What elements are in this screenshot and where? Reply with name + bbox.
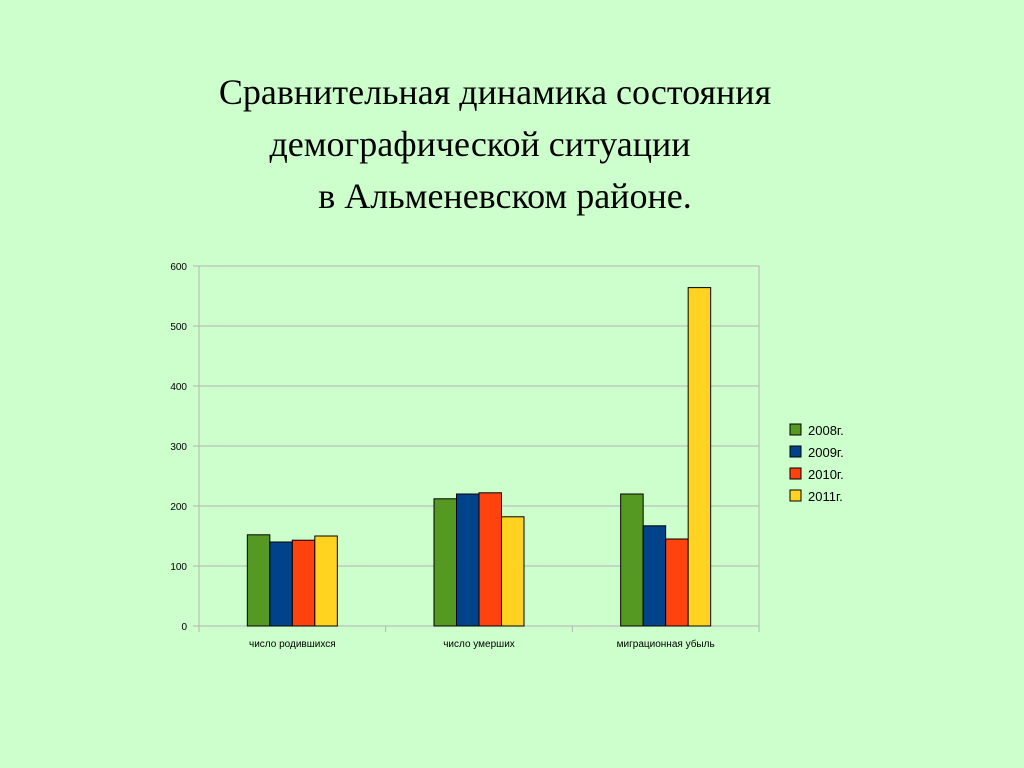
bar	[642, 525, 667, 627]
bar	[456, 493, 480, 627]
legend-swatch	[789, 445, 802, 458]
bar	[665, 538, 689, 627]
bar	[620, 493, 644, 627]
x-tick-label: число умерших	[443, 639, 515, 650]
y-tick-label: 200	[170, 502, 187, 513]
y-tick-label: 0	[181, 622, 187, 633]
y-tick-label: 600	[170, 262, 187, 273]
bar	[478, 492, 502, 627]
legend-label: 2011г.	[808, 489, 843, 504]
title-line-1: Сравнительная динамика состояния	[218, 72, 772, 112]
legend-swatch	[789, 489, 802, 502]
bar	[501, 516, 525, 627]
bar	[433, 498, 457, 627]
legend-label: 2008г.	[808, 423, 844, 438]
y-tick-label: 300	[170, 442, 187, 453]
bar	[291, 539, 316, 627]
legend-label: 2010г.	[808, 467, 844, 482]
slide-title: Сравнительная динамика состояния демогра…	[0, 66, 990, 222]
x-tick-label: миграционная убыль	[617, 638, 715, 650]
bar	[314, 535, 338, 627]
y-tick-label: 400	[170, 382, 187, 393]
title-line-3: в Альменевском районе.	[318, 176, 692, 216]
y-tick-label: 100	[170, 562, 187, 573]
legend-swatch	[789, 423, 802, 436]
bar	[246, 534, 271, 627]
legend-label: 2009г.	[808, 445, 844, 460]
x-tick-label: число родившихся	[249, 639, 336, 650]
bar	[269, 541, 293, 627]
bar	[687, 287, 712, 627]
legend-swatch	[789, 467, 802, 480]
title-line-2: демографической ситуации	[269, 124, 691, 164]
y-tick-label: 500	[170, 322, 187, 333]
